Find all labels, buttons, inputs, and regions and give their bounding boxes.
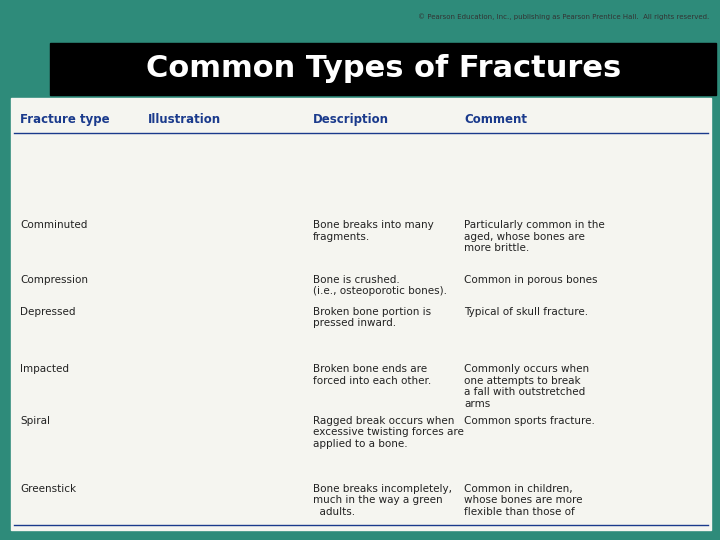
Text: Common in porous bones: Common in porous bones bbox=[464, 274, 598, 285]
Text: Description: Description bbox=[313, 113, 390, 126]
Text: Fracture type: Fracture type bbox=[20, 113, 109, 126]
Text: Greenstick: Greenstick bbox=[20, 484, 76, 494]
Text: Compression: Compression bbox=[20, 274, 88, 285]
Text: Comminuted: Comminuted bbox=[20, 220, 88, 230]
Text: Bone breaks incompletely,
much in the way a green
  adults.: Bone breaks incompletely, much in the wa… bbox=[313, 484, 452, 517]
Text: Impacted: Impacted bbox=[20, 364, 69, 374]
Text: Commonly occurs when
one attempts to break
a fall with outstretched
arms: Commonly occurs when one attempts to bre… bbox=[464, 364, 590, 409]
Text: Common sports fracture.: Common sports fracture. bbox=[464, 416, 595, 426]
Text: Common in children,
whose bones are more
flexible than those of: Common in children, whose bones are more… bbox=[464, 484, 583, 517]
Text: Typical of skull fracture.: Typical of skull fracture. bbox=[464, 307, 588, 316]
Text: Depressed: Depressed bbox=[20, 307, 76, 316]
Text: Particularly common in the
aged, whose bones are
more brittle.: Particularly common in the aged, whose b… bbox=[464, 220, 605, 253]
Text: Common Types of Fractures: Common Types of Fractures bbox=[145, 55, 621, 83]
Text: Comment: Comment bbox=[464, 113, 528, 126]
Text: Illustration: Illustration bbox=[148, 113, 221, 126]
Text: Spiral: Spiral bbox=[20, 416, 50, 426]
Text: Broken bone ends are
forced into each other.: Broken bone ends are forced into each ot… bbox=[313, 364, 431, 386]
Text: Ragged break occurs when
excessive twisting forces are
applied to a bone.: Ragged break occurs when excessive twist… bbox=[313, 416, 464, 449]
Text: © Pearson Education, Inc., publishing as Pearson Prentice Hall.  All rights rese: © Pearson Education, Inc., publishing as… bbox=[418, 14, 709, 20]
Bar bbox=[11, 98, 711, 530]
Text: Broken bone portion is
pressed inward.: Broken bone portion is pressed inward. bbox=[313, 307, 431, 328]
Bar bbox=[50, 43, 716, 94]
Text: Bone breaks into many
fragments.: Bone breaks into many fragments. bbox=[313, 220, 434, 242]
Text: Bone is crushed.
(i.e., osteoporotic bones).: Bone is crushed. (i.e., osteoporotic bon… bbox=[313, 274, 447, 296]
